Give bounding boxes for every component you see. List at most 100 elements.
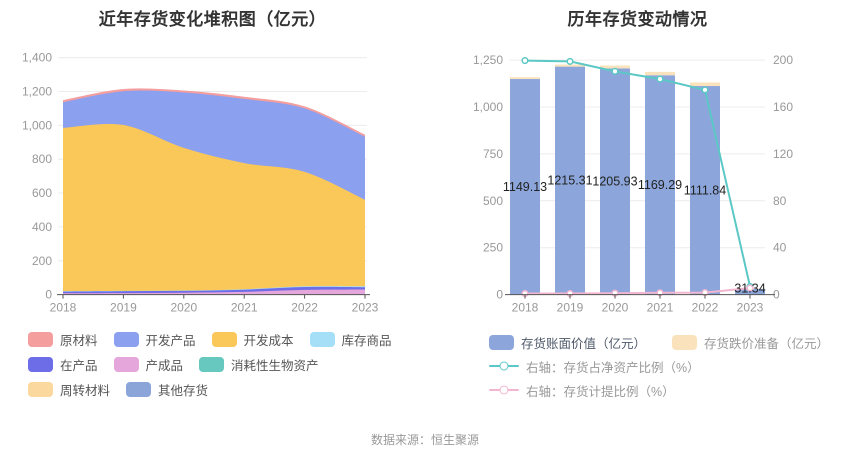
legend-item-0[interactable]: 存货账面价值（亿元） — [489, 334, 647, 351]
right-y-axis-label: 160 — [773, 100, 793, 114]
y-axis-label: 800 — [32, 152, 52, 166]
bar-provision — [690, 82, 720, 87]
bar-book-value — [510, 79, 540, 295]
x-axis-label: 2021 — [231, 301, 258, 315]
legend-item-5[interactable]: 产成品 — [113, 356, 184, 373]
x-axis-label: 2018 — [50, 301, 77, 315]
legend-item-2[interactable]: 开发成本 — [211, 331, 294, 348]
left-y-axis-label: 0 — [496, 288, 503, 302]
bar-value-label: 31.34 — [734, 282, 765, 296]
line-series-1 — [525, 287, 751, 295]
legend-line-marker — [489, 385, 519, 395]
y-axis-label: 1,400 — [22, 51, 52, 65]
bar-chart-title: 历年存货变动情况 — [567, 10, 708, 29]
line-marker — [746, 284, 754, 292]
legend-label: 其他存货 — [158, 383, 209, 398]
legend-item-2[interactable]: 右轴：存货占净资产比例（%） — [489, 358, 700, 375]
x-axis-label: 2022 — [291, 301, 318, 315]
legend-swatch — [211, 331, 237, 347]
legend-swatch — [113, 331, 139, 347]
x-axis-label: 2022 — [692, 301, 719, 315]
line-series-0 — [524, 59, 751, 287]
x-axis-label: 2020 — [170, 301, 197, 315]
legend-label: 库存商品 — [341, 333, 392, 348]
y-axis-label: 400 — [32, 220, 52, 234]
left-y-axis-label: 1,000 — [473, 100, 503, 114]
y-axis-label: 0 — [45, 288, 52, 302]
bar-provision — [555, 64, 585, 67]
legend-line-dot — [499, 361, 509, 371]
line-marker — [611, 67, 619, 75]
left-y-axis-label: 250 — [483, 241, 503, 255]
bar-value-label: 1215.31 — [547, 174, 592, 188]
legend-label: 周转材料 — [60, 383, 111, 398]
legend-swatch — [126, 381, 152, 397]
area-series-3 — [63, 289, 365, 295]
y-axis-label: 1,000 — [22, 118, 52, 132]
legend-swatch — [309, 331, 335, 347]
legend-label: 右轴：存货占净资产比例（%） — [526, 360, 700, 375]
y-axis-label: 600 — [32, 186, 52, 200]
left-y-axis-label: 1,250 — [473, 53, 503, 67]
bar-provision — [510, 77, 540, 80]
legend-label: 消耗性生物资产 — [231, 358, 319, 373]
bar-book-value — [555, 66, 585, 295]
bar-book-value — [600, 68, 630, 295]
legend-label: 开发成本 — [243, 333, 294, 348]
bar-book-value — [735, 288, 765, 295]
bar-provision — [645, 71, 675, 76]
right-y-axis-label: 120 — [773, 147, 793, 161]
legend-item-1[interactable]: 存货跌价准备（亿元） — [672, 334, 830, 351]
right-y-axis-label: 40 — [773, 241, 787, 255]
legend-item-3[interactable]: 库存商品 — [309, 331, 392, 348]
legend-swatch — [28, 356, 53, 372]
legend-label: 开发产品 — [145, 333, 196, 348]
stacked-area-title: 近年存货变化堆积图（亿元） — [98, 10, 327, 29]
y-axis-label: 200 — [32, 254, 52, 268]
legend-swatch — [489, 334, 514, 350]
line-marker — [521, 57, 529, 65]
legend-item-4[interactable]: 在产品 — [28, 356, 98, 373]
bar-book-value — [645, 75, 675, 295]
legend-item-6[interactable]: 消耗性生物资产 — [199, 356, 319, 373]
bar-line-plot: 0 0 250 40 500 80 750 120 1,000 160 1,250 200 1149.1… — [473, 53, 793, 315]
stacked-area-legend: 原材料 开发产品 开发成本 库存商品在产品 产成品 消耗性生物资产周转材料 其他存货 — [28, 331, 414, 398]
bar-chart-legend: 存货账面价值（亿元） 存货跌价准备（亿元） 右轴：存货占净资产比例（%） 右轴：存货计… — [489, 334, 850, 399]
legend-label: 存货账面价值（亿元） — [521, 336, 647, 351]
legend-swatch — [199, 356, 225, 372]
area-series-6 — [63, 123, 365, 295]
x-axis-label: 2023 — [352, 301, 379, 315]
x-axis-label: 2020 — [602, 301, 629, 315]
legend-swatch — [672, 334, 698, 350]
data-source-note: 数据来源：恒生聚源 — [370, 433, 479, 447]
stacked-area-plot: 0 200 400 600 800 1,000 1,200 1,400 2018 2019 2020… — [22, 51, 379, 315]
bar-provision — [600, 65, 630, 69]
bar-value-label: 1205.93 — [592, 174, 637, 188]
line-marker — [701, 86, 709, 94]
legend-item-7[interactable]: 周转材料 — [28, 381, 111, 398]
legend-swatch — [28, 381, 53, 397]
x-axis-label: 2021 — [647, 301, 674, 315]
legend-item-1[interactable]: 开发产品 — [113, 331, 196, 348]
legend-swatch — [113, 356, 139, 372]
legend-item-8[interactable]: 其他存货 — [126, 381, 209, 398]
right-y-axis-label: 80 — [773, 194, 787, 208]
legend-line-dot — [499, 385, 509, 395]
legend-label: 右轴：存货计提比例（%） — [526, 384, 675, 399]
left-y-axis-label: 500 — [483, 194, 503, 208]
legend-item-0[interactable]: 原材料 — [28, 331, 98, 348]
y-axis-label: 1,200 — [22, 85, 52, 99]
right-y-axis-label: 200 — [773, 53, 793, 67]
line-marker — [656, 75, 664, 83]
right-y-axis-label: 0 — [773, 288, 780, 302]
legend-label: 产成品 — [145, 358, 184, 373]
legend-label: 原材料 — [60, 333, 98, 348]
bar-book-value — [690, 86, 720, 295]
legend-label: 存货跌价准备（亿元） — [704, 336, 830, 351]
legend-line-marker — [489, 361, 519, 371]
bar-value-label: 1169.29 — [638, 178, 682, 192]
bar-value-label: 1149.13 — [503, 180, 547, 194]
x-axis-label: 2018 — [512, 301, 539, 315]
legend-item-3[interactable]: 右轴：存货计提比例（%） — [489, 382, 675, 399]
bar-value-label: 1111.84 — [684, 183, 726, 197]
